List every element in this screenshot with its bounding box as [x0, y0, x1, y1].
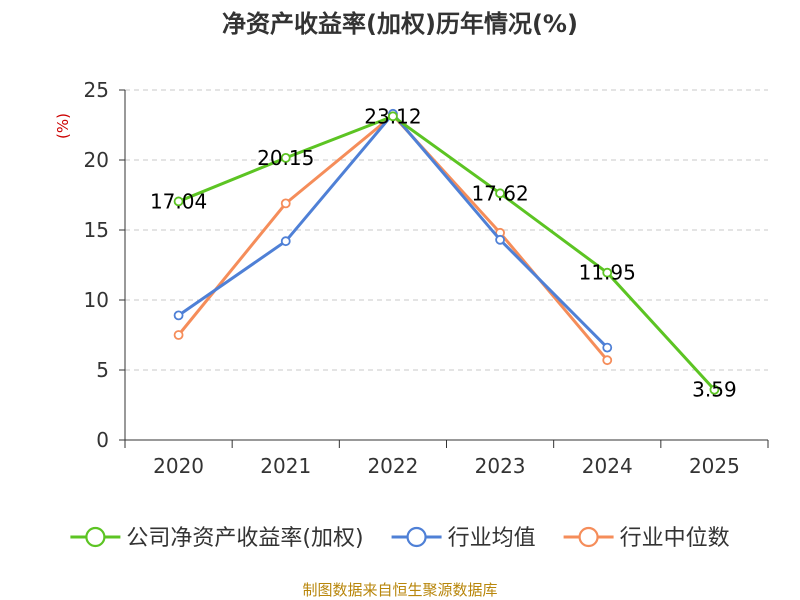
data-label: 11.95 [579, 261, 636, 285]
series-line [178, 114, 716, 391]
data-point [388, 111, 398, 122]
series-line [177, 113, 609, 362]
x-tick-label: 2022 [367, 454, 418, 478]
data-point [173, 330, 184, 340]
legend-circle-icon [85, 526, 106, 548]
legend-label: 行业均值 [448, 526, 536, 551]
legend-label: 公司净资产收益率(加权) [126, 526, 363, 551]
legend-item[interactable]: 行业均值 [391, 526, 536, 551]
data-point [602, 267, 613, 278]
data-point [495, 188, 505, 199]
legend-item[interactable]: 公司净资产收益率(加权) [70, 526, 364, 551]
chart-title: 净资产收益率(加权)历年情况(%) [222, 10, 578, 38]
y-tick-label: 5 [96, 358, 109, 382]
x-tick-label: 2020 [153, 454, 204, 478]
data-point [173, 310, 184, 321]
grid-lines [125, 89, 768, 371]
data-label: 20.15 [257, 146, 314, 170]
legend[interactable]: 公司净资产收益率(加权) 行业均值 行业中位数 [70, 526, 730, 551]
data-point [173, 196, 184, 207]
data-point [602, 342, 613, 353]
x-tick-label: 2025 [689, 454, 740, 478]
series-lines [173, 108, 720, 395]
legend-label: 行业中位数 [620, 526, 730, 551]
data-label: 17.62 [471, 181, 528, 205]
y-tick-label: 25 [84, 78, 109, 102]
y-tick-label: 10 [84, 288, 109, 312]
x-tick-label: 2024 [582, 454, 633, 478]
source-note: 制图数据来自恒生聚源数据库 [302, 581, 497, 599]
data-label: 23.12 [364, 104, 421, 128]
x-tick-label: 2021 [260, 454, 311, 478]
x-tick-label: 2023 [475, 454, 526, 478]
data-point [495, 234, 505, 245]
data-point [280, 236, 291, 247]
legend-circle-icon [406, 526, 427, 548]
legend-circle-icon [578, 526, 599, 548]
y-tick-label: 15 [84, 218, 109, 242]
y-tick-label: 20 [84, 148, 109, 172]
data-point [709, 384, 720, 395]
y-axis-unit-label: (%) [54, 113, 72, 139]
y-tick-label: 0 [96, 428, 109, 452]
data-labels: 17.04 20.15 23.12 17.62 11.95 3.59 [150, 104, 737, 401]
data-point [280, 152, 291, 163]
series-line [177, 112, 609, 349]
data-label: 17.04 [150, 189, 207, 213]
data-point [602, 355, 613, 366]
data-label: 3.59 [692, 378, 737, 402]
legend-item[interactable]: 行业中位数 [563, 526, 730, 551]
data-point [280, 198, 291, 209]
